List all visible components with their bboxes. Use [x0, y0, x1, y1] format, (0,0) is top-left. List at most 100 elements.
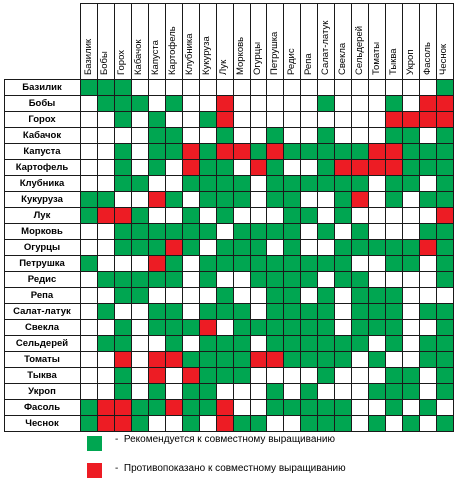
table-cell	[300, 351, 318, 368]
table-cell	[368, 239, 386, 256]
table-cell	[198, 351, 217, 368]
grid-line	[4, 367, 454, 368]
table-cell	[283, 287, 301, 304]
table-cell	[435, 335, 454, 352]
table-cell	[181, 351, 200, 368]
legend-red-swatch	[87, 463, 102, 478]
table-cell	[181, 143, 200, 160]
table-cell	[435, 271, 454, 288]
table-cell	[435, 191, 454, 208]
table-cell	[80, 191, 98, 208]
grid-line	[4, 399, 454, 400]
table-cell	[198, 191, 217, 208]
table-cell	[351, 335, 369, 352]
table-cell	[215, 255, 234, 272]
table-cell	[113, 175, 132, 192]
table-cell	[147, 255, 166, 272]
table-cell	[164, 127, 183, 144]
table-cell	[435, 207, 454, 224]
table-cell	[435, 415, 454, 432]
table-cell	[181, 399, 200, 416]
table-cell	[181, 207, 200, 224]
table-cell	[419, 111, 437, 128]
column-header: Кабачок	[133, 39, 145, 75]
column-header: Репа	[302, 53, 314, 75]
table-cell	[164, 271, 183, 288]
table-cell	[385, 111, 403, 128]
table-cell	[300, 271, 318, 288]
table-cell	[266, 255, 284, 272]
grid-line	[300, 3, 302, 432]
column-header: Картофель	[167, 26, 179, 75]
table-cell	[419, 303, 437, 320]
table-cell	[300, 207, 318, 224]
grid-line	[4, 335, 454, 336]
row-header: Кукуруза	[21, 193, 63, 205]
table-cell	[147, 303, 166, 320]
table-cell	[435, 159, 454, 176]
grid-line	[164, 3, 166, 432]
table-cell	[334, 335, 352, 352]
column-header: Тыква	[387, 48, 399, 75]
table-cell	[283, 271, 301, 288]
grid-line	[4, 223, 454, 224]
row-header: Картофель	[15, 161, 69, 173]
table-cell	[351, 159, 369, 176]
table-cell	[232, 191, 250, 208]
grid-line	[334, 3, 336, 432]
table-cell	[147, 383, 166, 400]
column-header: Укроп	[404, 49, 416, 75]
table-cell	[351, 239, 369, 256]
table-cell	[249, 159, 267, 176]
table-cell	[215, 159, 234, 176]
table-cell	[215, 127, 234, 144]
table-cell	[317, 95, 335, 112]
table-cell	[147, 223, 166, 240]
table-cell	[215, 143, 234, 160]
grid-line	[4, 287, 454, 288]
table-cell	[435, 111, 454, 128]
table-cell	[164, 143, 183, 160]
legend-contraindicated-label: - Противопоказано к совместному выращива…	[115, 463, 346, 474]
column-header: Горох	[116, 49, 128, 75]
table-cell	[215, 207, 234, 224]
table-cell	[113, 111, 132, 128]
table-cell	[215, 335, 234, 352]
table-cell	[283, 191, 301, 208]
row-header: Огурцы	[23, 241, 61, 253]
table-cell	[368, 159, 386, 176]
table-cell	[147, 271, 166, 288]
grid-line	[351, 3, 353, 432]
table-cell	[215, 239, 234, 256]
table-cell	[385, 287, 403, 304]
column-header: Капуста	[150, 40, 162, 75]
table-cell	[435, 367, 454, 384]
grid-line	[181, 3, 183, 432]
table-cell	[215, 367, 234, 384]
grid-line	[4, 207, 454, 208]
table-cell	[385, 239, 403, 256]
column-header: Морковь	[235, 36, 247, 75]
table-cell	[283, 351, 301, 368]
table-cell	[232, 415, 250, 432]
grid-line	[4, 95, 454, 96]
table-cell	[113, 223, 132, 240]
row-header: Капуста	[23, 145, 61, 157]
table-cell	[402, 127, 420, 144]
table-cell	[368, 303, 386, 320]
grid-line	[4, 255, 454, 256]
row-header: Фасоль	[23, 401, 61, 413]
column-header: Чеснок	[438, 43, 450, 75]
grid-line	[80, 3, 81, 432]
table-cell	[419, 335, 437, 352]
table-cell	[351, 191, 369, 208]
table-cell	[419, 159, 437, 176]
table-cell	[368, 351, 386, 368]
table-cell	[351, 175, 369, 192]
grid-line	[4, 431, 454, 432]
grid-line	[385, 3, 387, 432]
table-cell	[317, 303, 335, 320]
table-cell	[181, 223, 200, 240]
table-cell	[402, 415, 420, 432]
table-cell	[164, 95, 183, 112]
